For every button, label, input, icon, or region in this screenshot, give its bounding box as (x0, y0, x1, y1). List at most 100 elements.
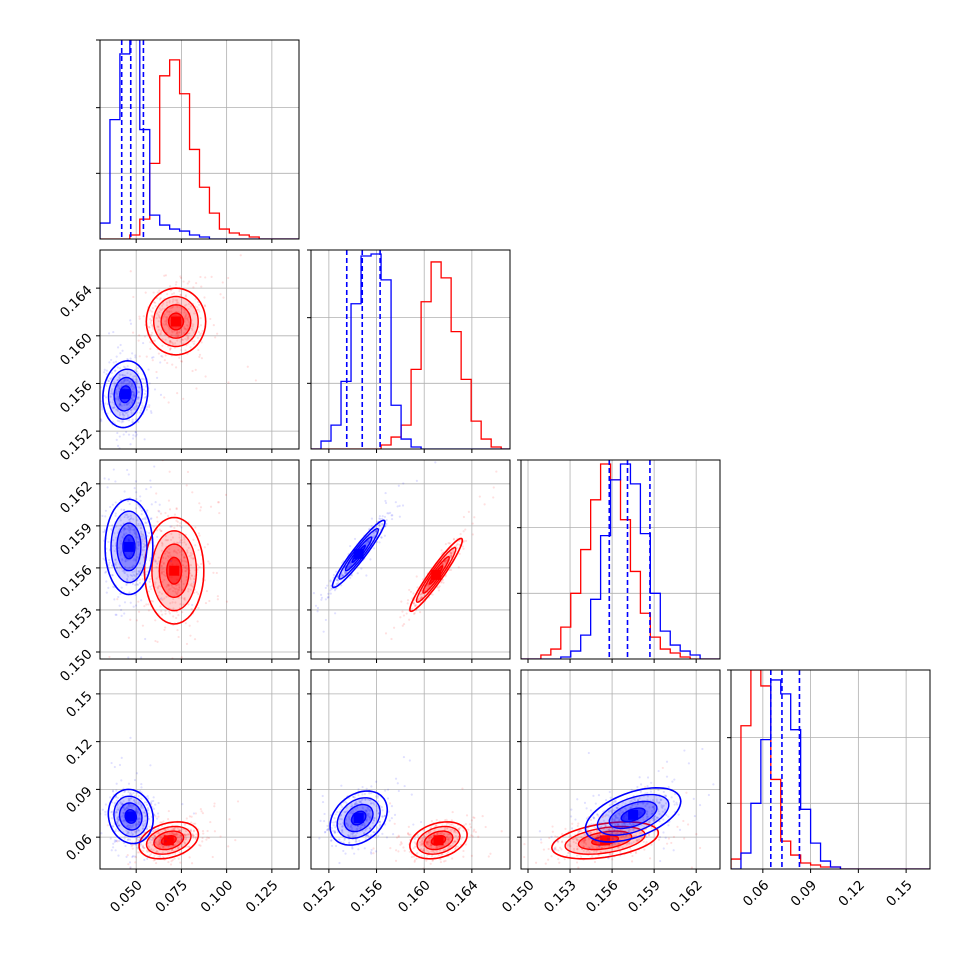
scatter-point (377, 523, 380, 526)
scatter-point (121, 419, 124, 422)
scatter-point (123, 515, 126, 519)
scatter-point (160, 560, 163, 563)
scatter-point (325, 828, 329, 832)
scatter-point (126, 513, 129, 516)
scatter-point (123, 790, 127, 793)
scatter-point (94, 409, 96, 411)
scatter-point (132, 529, 135, 532)
scatter-point (372, 847, 375, 850)
scatter-point (228, 818, 231, 821)
scatter-point (104, 402, 107, 405)
scatter-point (185, 328, 188, 331)
scatter-point (109, 395, 112, 398)
hist-blue-3 (521, 463, 720, 659)
scatter-point (321, 800, 325, 804)
scatter-point (176, 331, 179, 335)
scatter-point (124, 808, 127, 811)
scatter-point (188, 555, 191, 558)
scatter-point (423, 849, 426, 853)
scatter-point (159, 837, 162, 840)
scatter-point (365, 818, 368, 822)
scatter-point (134, 583, 137, 586)
scatter-point (720, 778, 722, 780)
scatter-point (239, 254, 242, 257)
scatter-point (174, 588, 177, 591)
scatter-point (156, 851, 160, 854)
scatter-point (134, 559, 137, 562)
scatter-point (385, 836, 389, 839)
scatter-point (621, 835, 625, 838)
scatter-point (108, 361, 111, 364)
scatter-point (172, 597, 175, 601)
scatter-point (372, 802, 375, 805)
scatter-point (169, 560, 173, 563)
red-peak (431, 569, 442, 580)
scatter-point (411, 875, 413, 877)
scatter-point (632, 840, 635, 844)
scatter-point (135, 519, 139, 522)
scatter-point (178, 541, 181, 544)
scatter-point (667, 815, 670, 818)
scatter-point (100, 832, 103, 835)
scatter-point (185, 313, 188, 316)
scatter-point (166, 317, 169, 320)
scatter-point (120, 550, 123, 553)
scatter-point (353, 803, 357, 806)
scatter-point (375, 795, 378, 798)
scatter-point (632, 828, 635, 831)
scatter-point (136, 822, 139, 825)
scatter-point (119, 805, 122, 808)
scatter-point (162, 302, 165, 305)
scatter-point (140, 533, 143, 536)
scatter-point (189, 829, 192, 833)
scatter-point (584, 838, 587, 842)
scatter-point (131, 574, 134, 578)
scatter-point (112, 585, 115, 588)
scatter-point (187, 280, 191, 283)
scatter-point (436, 832, 439, 835)
scatter-point (171, 845, 174, 848)
scatter-point (177, 829, 181, 832)
scatter-point (113, 765, 116, 769)
scatter-point (216, 595, 219, 598)
scatter-point (144, 518, 147, 521)
scatter-point (330, 587, 333, 590)
scatter-point (160, 529, 163, 533)
panel-2d-4-1 (96, 669, 300, 873)
scatter-point (153, 837, 157, 840)
scatter-point (145, 405, 149, 408)
scatter-point (369, 808, 372, 812)
scatter-point (203, 305, 207, 308)
scatter-point (367, 539, 371, 542)
scatter-point (149, 309, 152, 312)
scatter-point (122, 508, 126, 511)
scatter-point (420, 842, 423, 845)
scatter-point (464, 823, 468, 826)
scatter-point (188, 332, 191, 335)
scatter-point (167, 836, 170, 839)
scatter-point (101, 408, 104, 411)
scatter-point (132, 518, 135, 521)
scatter-point (597, 844, 601, 848)
scatter-point (394, 849, 398, 852)
scatter-point (585, 850, 588, 853)
scatter-point (336, 810, 339, 814)
scatter-point (136, 404, 139, 407)
scatter-point (167, 860, 170, 864)
scatter-point (126, 378, 129, 381)
scatter-point (387, 810, 390, 813)
scatter-point (592, 816, 595, 819)
scatter-point (136, 367, 140, 370)
scatter-point (132, 295, 135, 299)
scatter-point (109, 392, 113, 395)
scatter-point (133, 408, 137, 411)
scatter-point (375, 525, 378, 528)
scatter-point (454, 831, 457, 834)
scatter-point (675, 803, 679, 806)
scatter-point (167, 556, 170, 559)
scatter-point (398, 515, 401, 518)
scatter-point (186, 282, 189, 285)
scatter-point (454, 840, 457, 843)
scatter-point (175, 832, 178, 835)
blue-peak (120, 389, 131, 400)
